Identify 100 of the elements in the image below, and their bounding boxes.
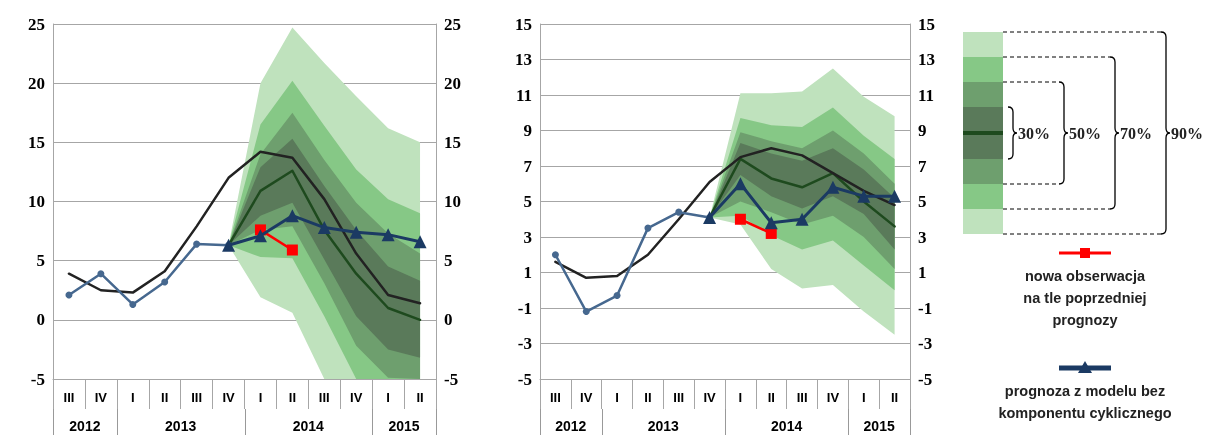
y2-tick-label: 0 [444, 310, 453, 330]
y-tick-label: 10 [28, 192, 45, 211]
y2-tick-label: 13 [918, 50, 935, 69]
point [675, 208, 683, 216]
y-tick-label: 3 [523, 227, 532, 247]
text: 50% [1069, 125, 1101, 142]
y-tick-label: 5 [36, 251, 45, 271]
x-tick-label: III [63, 390, 75, 405]
x-tick-label: III [796, 390, 808, 405]
x-tick-label: I [386, 390, 390, 405]
x-tick-label: II [644, 390, 652, 405]
y-tick-label: 9 [523, 121, 532, 140]
x-tick-label: III [318, 390, 330, 405]
text: 2015 [862, 417, 896, 435]
point [129, 300, 137, 308]
point [703, 210, 717, 224]
y2-tick-label: -5 [918, 369, 933, 389]
y2-tick-label: 20 [444, 73, 461, 93]
y-tick-label: 20 [28, 73, 45, 93]
y-tick-label: 15 [515, 14, 532, 34]
point [582, 308, 590, 316]
x-tick-label: I [130, 390, 135, 405]
point [193, 240, 201, 248]
point [613, 292, 621, 300]
x-tick-label: II [767, 390, 775, 405]
x-tick-label: I [738, 390, 743, 405]
text: 2014 [291, 417, 325, 435]
point [644, 224, 652, 232]
point [253, 229, 267, 243]
y-tick-label: 7 [523, 156, 533, 176]
text: 2014 [770, 417, 804, 435]
y2-tick-label: 15 [918, 14, 935, 34]
point [285, 209, 299, 223]
x-tick-label: II [416, 390, 424, 405]
point [97, 270, 105, 278]
point [734, 213, 746, 225]
x-tick-label: II [890, 390, 899, 405]
x-tick-label: IV [350, 390, 363, 405]
point [161, 278, 169, 286]
text: 2012 [554, 417, 588, 435]
y-tick-label: -1 [517, 298, 532, 318]
y2-tick-label: 5 [444, 251, 453, 271]
point [826, 180, 840, 194]
y-tick-label: 5 [523, 192, 532, 211]
text: 2013 [646, 417, 680, 435]
y2-tick-label: -1 [918, 298, 933, 318]
y2-tick-label: 3 [918, 227, 927, 247]
point [765, 227, 777, 239]
text: 2012 [68, 417, 102, 435]
point [317, 221, 331, 235]
point [551, 251, 559, 259]
y-tick-label: 15 [28, 132, 45, 152]
point [381, 228, 395, 242]
y-tick-label: -5 [30, 369, 45, 389]
x-tick-label: I [615, 390, 619, 405]
text: 2013 [164, 417, 198, 435]
x-tick-label: IV [94, 390, 108, 405]
text: 2015 [387, 417, 421, 435]
y2-tick-label: 11 [918, 85, 935, 105]
point [413, 235, 427, 249]
y-tick-label: 0 [36, 310, 45, 330]
point [733, 177, 747, 191]
x-tick-label: IV [826, 390, 840, 405]
x-tick-label: IV [703, 390, 717, 405]
text: 90% [1171, 125, 1203, 142]
y2-tick-label: 5 [918, 192, 927, 211]
text: 70% [1120, 125, 1152, 142]
point [795, 212, 809, 226]
y2-tick-label: 9 [918, 121, 927, 140]
y2-tick-label: 15 [444, 132, 461, 152]
y2-tick-label: 7 [918, 156, 927, 176]
y2-tick-label: 1 [918, 263, 927, 282]
legend-label: prognoza z modelu bez komponentu cyklicznego [997, 382, 1173, 423]
x-tick-label: IV [222, 390, 236, 405]
y2-tick-label: 10 [444, 192, 461, 211]
point [349, 225, 363, 239]
x-tick-label: I [861, 390, 866, 405]
x-tick-label: III [191, 390, 203, 405]
y2-tick-label: -3 [918, 334, 933, 353]
legend-label: nowa obserwacja na tle poprzedniej prognozy [1022, 267, 1148, 330]
x-tick-label: II [288, 390, 296, 405]
y-tick-label: -5 [517, 369, 532, 389]
point [857, 189, 871, 203]
x-tick-label: III [549, 390, 561, 405]
x-tick-label: IV [580, 390, 593, 405]
line-series [554, 147, 896, 280]
line-series [67, 150, 422, 305]
x-tick-label: II [161, 390, 169, 405]
y-tick-label: 11 [515, 85, 532, 105]
y-tick-label: -3 [517, 334, 532, 353]
point [888, 189, 902, 203]
y-tick-label: 13 [515, 50, 532, 69]
x-tick-label: III [673, 390, 685, 405]
text: 30% [1018, 125, 1050, 142]
point [286, 244, 298, 256]
y2-tick-label: 25 [444, 14, 461, 34]
x-tick-label: I [258, 390, 263, 405]
y-tick-label: 1 [523, 263, 532, 282]
y2-tick-label: -5 [444, 369, 459, 389]
point [764, 216, 778, 230]
